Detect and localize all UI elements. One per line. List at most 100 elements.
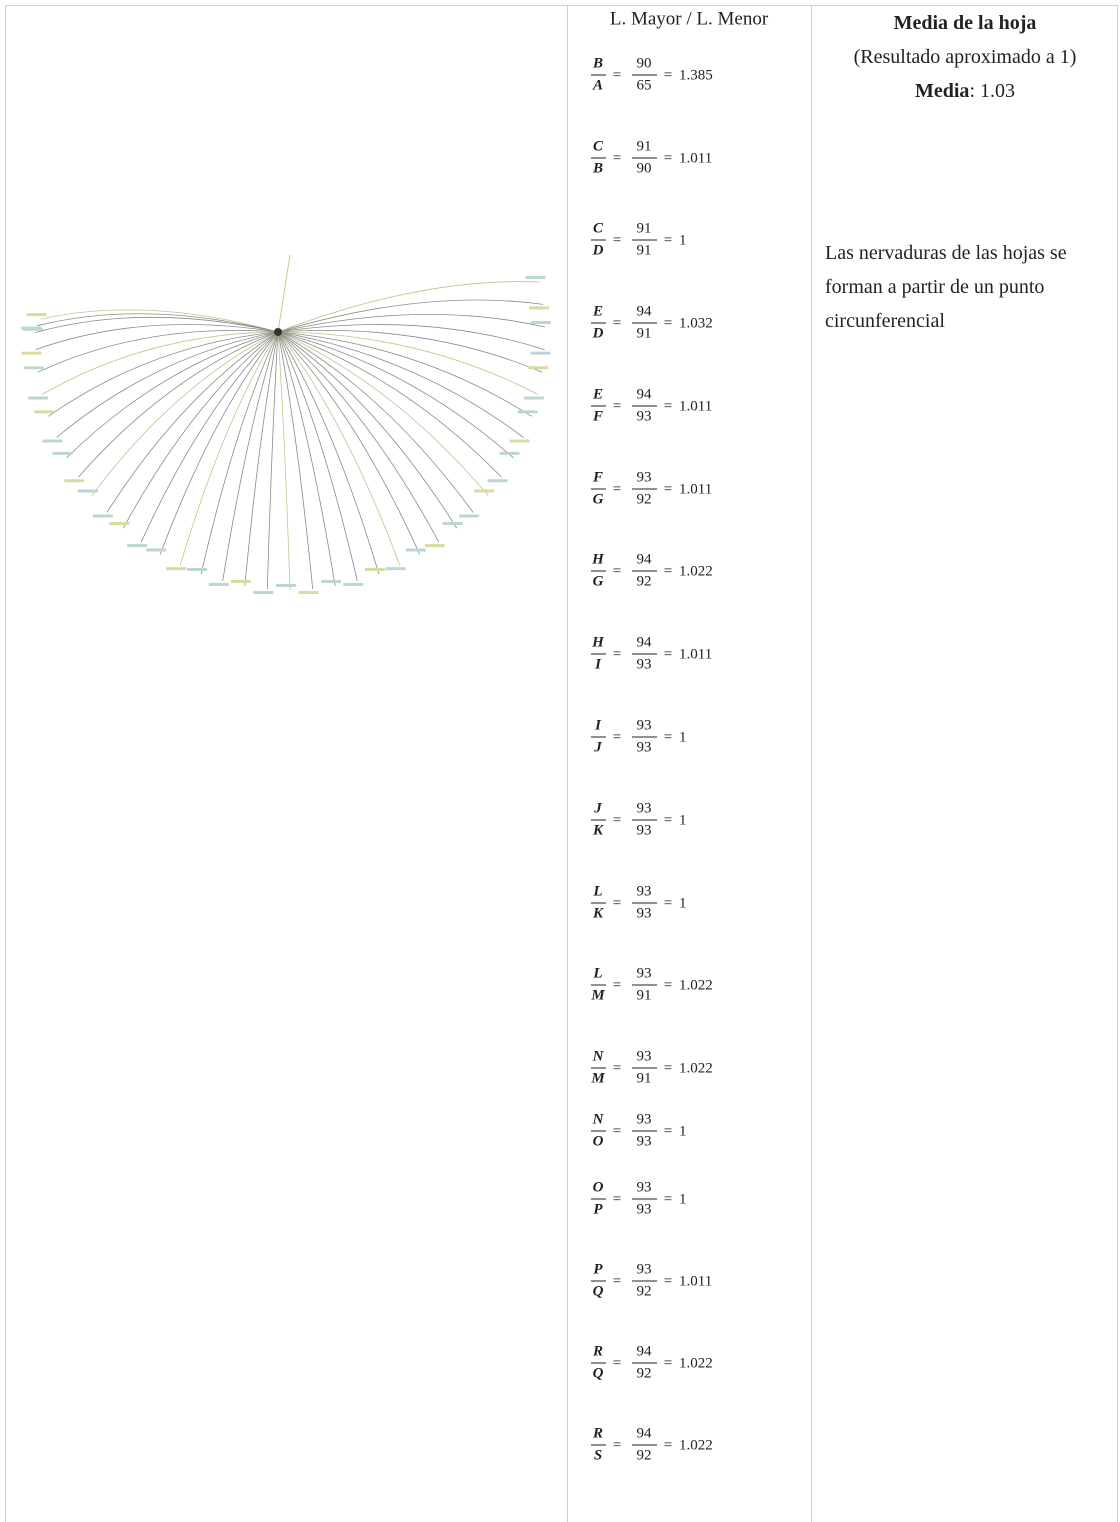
equals: = xyxy=(613,67,621,83)
minor-length: 92 xyxy=(637,573,652,589)
vein xyxy=(277,324,545,351)
vein xyxy=(222,331,279,582)
equals: = xyxy=(664,812,672,828)
ratio-result: 1.032 xyxy=(679,315,713,331)
ratio-result: 1.011 xyxy=(679,398,712,414)
equals: = xyxy=(613,1191,621,1207)
equals: = xyxy=(664,1273,672,1289)
ratio: EF = 94 93 = 1.011 xyxy=(591,386,712,424)
denominator-letter: K xyxy=(592,822,604,838)
minor-length: 93 xyxy=(637,1133,652,1149)
description: Las nervaduras de las hojas se forman a … xyxy=(825,242,1067,332)
vein-label xyxy=(459,514,480,518)
vein xyxy=(66,331,279,459)
equals: = xyxy=(613,563,621,579)
equals: = xyxy=(664,1355,672,1371)
equals: = xyxy=(613,315,621,331)
numerator-letter: C xyxy=(593,138,604,154)
ratio-result: 1.022 xyxy=(679,1437,713,1453)
ratio-result: 1.385 xyxy=(679,67,713,83)
vein xyxy=(277,254,291,333)
denominator-letter: A xyxy=(592,77,603,93)
vein xyxy=(48,331,279,417)
ratio-result: 1.022 xyxy=(679,1355,713,1371)
equals: = xyxy=(664,232,672,248)
denominator-letter: G xyxy=(593,491,604,507)
numerator-letter: P xyxy=(593,1261,603,1277)
major-length: 93 xyxy=(637,717,652,733)
minor-length: 93 xyxy=(637,905,652,921)
numerator-letter: I xyxy=(594,717,602,733)
numerator-letter: E xyxy=(592,386,603,402)
equals: = xyxy=(613,1437,621,1453)
vein-label xyxy=(42,439,63,443)
denominator-letter: K xyxy=(592,905,604,921)
vein-label xyxy=(92,514,113,518)
ratio-result: 1 xyxy=(679,812,687,828)
vein-label xyxy=(529,306,550,310)
equals: = xyxy=(613,481,621,497)
numerator-letter: C xyxy=(593,220,604,236)
vein xyxy=(91,331,279,496)
minor-length: 93 xyxy=(637,656,652,672)
vein xyxy=(36,313,279,333)
vein xyxy=(277,331,532,417)
denominator-letter: Q xyxy=(593,1365,604,1381)
equals: = xyxy=(613,1273,621,1289)
minor-length: 92 xyxy=(637,1283,652,1299)
vein xyxy=(35,324,279,351)
minor-length: 92 xyxy=(637,491,652,507)
major-length: 94 xyxy=(637,1425,653,1441)
vein xyxy=(35,316,279,333)
major-length: 93 xyxy=(637,800,652,816)
note: (Resultado aproximado a 1) xyxy=(853,46,1077,68)
ratio: HG = 94 92 = 1.022 xyxy=(591,551,713,589)
minor-length: 92 xyxy=(637,1447,652,1463)
equals: = xyxy=(664,150,672,166)
vein-label xyxy=(77,489,98,493)
vein-label xyxy=(343,582,364,586)
ratio-result: 1.022 xyxy=(679,1060,713,1076)
numerator-letter: O xyxy=(593,1179,604,1195)
minor-length: 91 xyxy=(637,1070,652,1086)
vein-label xyxy=(405,548,426,552)
ratio-result: 1.022 xyxy=(679,563,713,579)
minor-length: 93 xyxy=(637,1201,652,1217)
vein-label xyxy=(517,410,538,414)
vein-label xyxy=(509,439,530,443)
minor-length: 92 xyxy=(637,1365,652,1381)
vein-label xyxy=(21,351,42,355)
vein xyxy=(159,331,279,555)
equals: = xyxy=(664,646,672,662)
ratio: ED = 94 91 = 1.032 xyxy=(591,303,713,341)
major-length: 94 xyxy=(637,303,653,319)
minor-length: 90 xyxy=(637,160,652,176)
vein-label xyxy=(52,451,73,455)
ratio-result: 1.022 xyxy=(679,977,713,993)
vein xyxy=(277,331,457,529)
leaf-vein-diagram xyxy=(21,254,551,594)
denominator-letter: J xyxy=(593,739,602,755)
minor-length: 91 xyxy=(637,987,652,1003)
mean-cell: Media de la hoja (Resultado aproximado a… xyxy=(815,6,1115,108)
minor-length: 91 xyxy=(637,242,652,258)
major-length: 94 xyxy=(637,1343,653,1359)
table-borders xyxy=(5,5,1118,1522)
ratio-result: 1 xyxy=(679,729,687,745)
equals: = xyxy=(664,729,672,745)
equals: = xyxy=(613,232,621,248)
ratio: CB = 91 90 = 1.011 xyxy=(591,138,712,176)
ratio: OP = 93 93 = 1 xyxy=(591,1179,687,1217)
vein xyxy=(277,331,474,513)
vein-label xyxy=(109,522,130,526)
vein-label xyxy=(28,396,49,400)
ratio-result: 1 xyxy=(679,232,687,248)
vein xyxy=(123,331,279,529)
vein xyxy=(37,330,279,373)
major-length: 94 xyxy=(637,634,653,650)
vein xyxy=(277,281,540,333)
vein xyxy=(78,331,279,478)
equals: = xyxy=(613,150,621,166)
vein-label xyxy=(499,451,520,455)
